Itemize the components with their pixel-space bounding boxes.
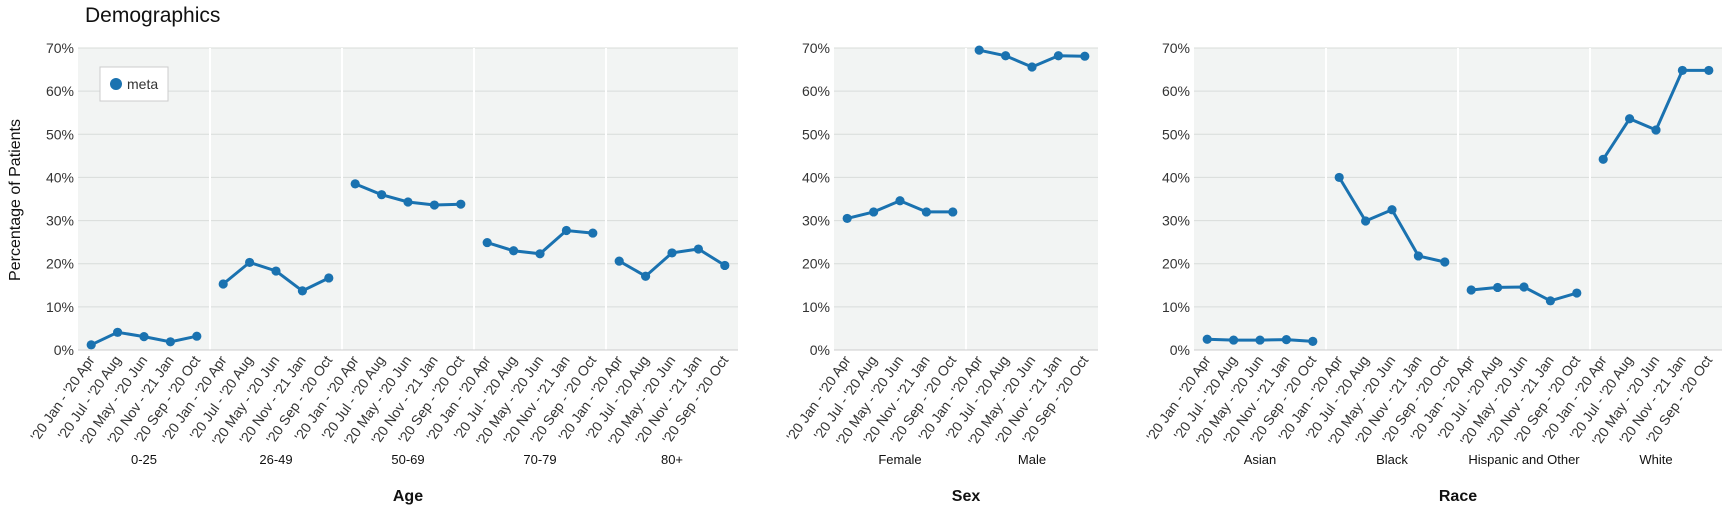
y-tick-label: 60% (802, 83, 830, 99)
data-point (86, 340, 96, 350)
data-point (974, 45, 984, 55)
y-tick-label: 10% (46, 299, 74, 315)
data-point (869, 207, 879, 217)
data-point (1493, 282, 1503, 293)
data-point (588, 228, 598, 238)
group-label: Female (878, 452, 921, 467)
group-label: Hispanic and Other (1468, 452, 1580, 467)
y-tick-label: 0% (54, 342, 74, 358)
data-point (895, 196, 905, 206)
data-point (1625, 114, 1635, 124)
facet-label: Age (393, 488, 423, 505)
data-point (1519, 282, 1529, 292)
y-tick-label: 20% (46, 256, 74, 272)
data-point (535, 249, 545, 259)
data-point (1440, 257, 1450, 267)
data-point (948, 207, 958, 217)
group-label: Asian (1244, 452, 1277, 467)
data-point (377, 190, 387, 200)
data-point (1466, 285, 1476, 295)
group-label: 26-49 (259, 452, 292, 467)
data-point (614, 256, 624, 266)
y-tick-label: 40% (802, 169, 830, 185)
group-label: Male (1018, 452, 1046, 467)
facet-label: Race (1439, 488, 1477, 505)
y-tick-label: 70% (1162, 40, 1190, 56)
data-point (921, 207, 932, 217)
data-point (245, 257, 255, 268)
data-point (641, 271, 651, 281)
y-tick-label: 0% (810, 342, 830, 358)
y-tick-label: 30% (802, 213, 830, 229)
data-point (1001, 51, 1011, 61)
y-tick-label: 50% (802, 126, 830, 142)
data-point (1572, 288, 1582, 298)
y-tick-label: 0% (1170, 342, 1190, 358)
data-point (218, 279, 228, 289)
data-point (139, 332, 149, 342)
data-point (429, 200, 439, 210)
facet-label: Sex (952, 488, 981, 505)
data-point (1598, 154, 1608, 164)
group-label: 70-79 (523, 452, 556, 467)
data-point (1704, 65, 1714, 76)
group-label: 0-25 (131, 452, 157, 467)
y-tick-label: 60% (46, 83, 74, 99)
data-point (667, 248, 677, 258)
group-label: Black (1376, 452, 1408, 467)
data-point (113, 327, 123, 337)
data-point (1677, 65, 1687, 76)
data-point (1281, 335, 1291, 345)
data-point (165, 337, 175, 347)
data-point (1053, 51, 1063, 61)
data-point (1413, 251, 1423, 261)
data-point (1651, 125, 1661, 135)
data-point (693, 244, 704, 254)
y-tick-label: 10% (802, 299, 830, 315)
data-point (1202, 334, 1212, 344)
y-tick-label: 10% (1162, 299, 1190, 315)
data-point (1545, 296, 1555, 306)
y-tick-label: 20% (802, 256, 830, 272)
chart-title: Demographics (85, 4, 221, 27)
group-label: 80+ (661, 452, 683, 467)
group-label: White (1639, 452, 1672, 467)
data-point (1255, 335, 1265, 345)
data-point (192, 331, 202, 341)
data-point (1387, 205, 1397, 215)
y-tick-label: 30% (46, 213, 74, 229)
data-point (324, 273, 334, 283)
y-tick-label: 20% (1162, 256, 1190, 272)
y-tick-label: 70% (46, 40, 74, 56)
legend-marker (110, 78, 122, 90)
y-tick-label: 60% (1162, 83, 1190, 99)
y-tick-label: 30% (1162, 213, 1190, 229)
data-point (1361, 216, 1371, 226)
data-point (1027, 62, 1037, 72)
data-point (508, 246, 519, 256)
data-point (297, 286, 307, 296)
group-label: 50-69 (391, 452, 424, 467)
data-point (561, 225, 572, 236)
data-point (456, 199, 466, 209)
data-point (720, 260, 730, 271)
data-point (403, 197, 413, 207)
y-tick-label: 70% (802, 40, 830, 56)
data-point (1308, 336, 1318, 346)
y-tick-label: 40% (1162, 169, 1190, 185)
data-point (842, 213, 852, 224)
legend-label: meta (127, 76, 158, 92)
data-point (1229, 335, 1239, 345)
y-tick-label: 50% (46, 126, 74, 142)
y-axis-label: Percentage of Patients (7, 119, 24, 281)
data-point (350, 179, 360, 189)
y-tick-label: 50% (1162, 126, 1190, 142)
data-point (482, 237, 492, 248)
data-point (1334, 172, 1344, 183)
data-point (1080, 51, 1090, 61)
data-point (271, 266, 281, 276)
y-tick-label: 40% (46, 169, 74, 185)
